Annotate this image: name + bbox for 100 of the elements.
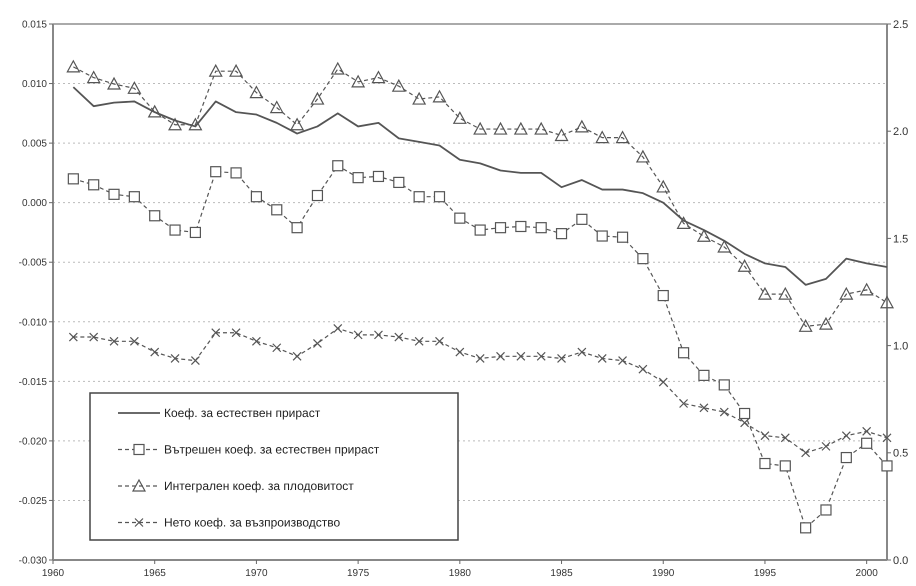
point: [678, 347, 690, 358]
point: [800, 522, 812, 534]
point: [882, 433, 892, 442]
point: [148, 105, 162, 118]
point: [352, 75, 365, 88]
point: [577, 347, 586, 357]
x-tick-label: 1980: [448, 568, 472, 579]
x-tick-label: 1990: [652, 568, 675, 579]
point: [231, 328, 241, 338]
point: [636, 150, 650, 163]
point: [128, 82, 141, 94]
point: [170, 354, 180, 364]
point: [474, 122, 487, 135]
point: [393, 176, 404, 188]
point: [453, 112, 466, 124]
point: [374, 330, 384, 340]
point: [596, 230, 608, 242]
point: [760, 431, 770, 440]
point: [720, 407, 729, 417]
point: [66, 60, 80, 72]
point: [861, 438, 872, 449]
y2-tick-label: 2.5: [893, 18, 908, 31]
x-tick-label: 2000: [856, 568, 878, 579]
point: [556, 228, 568, 240]
point: [272, 343, 282, 352]
point: [880, 296, 894, 308]
point: [128, 191, 140, 202]
y2-tick-label: 1.5: [893, 233, 908, 246]
point: [168, 118, 182, 130]
legend-label: Вътрешен коеф. за естествен прираст: [164, 442, 380, 457]
y-tick-label: -0.005: [18, 258, 48, 269]
point: [780, 460, 791, 472]
y-tick-label: 0.000: [22, 198, 48, 210]
point: [190, 226, 201, 238]
point: [372, 71, 386, 84]
point: [778, 288, 792, 300]
point: [616, 232, 628, 243]
point: [150, 347, 160, 357]
point: [372, 170, 384, 182]
point: [840, 288, 853, 300]
point: [333, 324, 342, 334]
x-tick-label: 1975: [346, 568, 370, 579]
point: [780, 433, 790, 442]
point: [434, 336, 444, 346]
point: [412, 92, 426, 105]
point: [536, 222, 547, 234]
point: [718, 379, 730, 391]
point: [554, 128, 568, 142]
point: [759, 458, 771, 470]
y-tick-label: -0.030: [18, 556, 48, 566]
point: [310, 92, 324, 105]
point: [455, 347, 464, 357]
point: [534, 122, 548, 135]
point: [331, 62, 344, 75]
point: [575, 120, 588, 133]
point: [211, 328, 220, 338]
point: [698, 370, 710, 381]
point: [494, 122, 508, 135]
point: [290, 118, 304, 130]
point: [352, 172, 364, 184]
y2-tick-label: 0.0: [893, 554, 908, 567]
y-tick-label: -0.020: [18, 436, 48, 448]
point: [515, 220, 526, 232]
legend-label: Интегрален коеф. за плодовитост: [164, 479, 354, 494]
y-tick-label: 0.015: [22, 20, 48, 30]
point: [840, 452, 852, 464]
point: [332, 160, 344, 172]
point: [801, 448, 810, 458]
point: [656, 180, 670, 193]
point: [414, 336, 424, 346]
y-tick-label: -0.025: [18, 496, 48, 507]
point: [718, 240, 731, 253]
y2-tick-label: 2.0: [893, 126, 908, 138]
y-tick-label: -0.010: [18, 317, 48, 328]
point: [252, 336, 262, 346]
point: [881, 460, 893, 472]
y-tick-label: 0.010: [22, 79, 48, 90]
y-tick-label: -0.015: [18, 376, 48, 388]
point: [454, 212, 466, 224]
y2-tick-label: 1.0: [893, 340, 908, 352]
point: [799, 320, 812, 332]
legend-label: Коеф. за естествен прираст: [164, 406, 321, 420]
point: [312, 190, 324, 202]
point: [556, 354, 566, 364]
point: [819, 318, 833, 330]
x-tick-label: 1970: [245, 568, 268, 579]
point: [821, 442, 831, 451]
point: [229, 64, 243, 77]
legend-label: Нето коеф. за възпроизводство: [164, 516, 341, 530]
point: [738, 260, 752, 272]
point: [169, 224, 181, 236]
point: [292, 222, 303, 234]
point: [842, 431, 851, 440]
point: [758, 288, 772, 300]
point: [699, 403, 709, 412]
point: [88, 179, 100, 190]
point: [697, 230, 711, 242]
point: [130, 336, 139, 346]
point: [108, 188, 120, 200]
point: [230, 167, 242, 178]
